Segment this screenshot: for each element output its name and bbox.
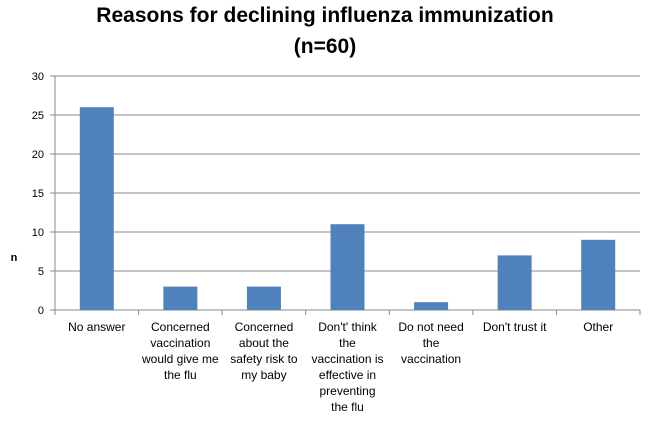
x-category-label-line: Concerned — [235, 320, 294, 334]
bar-4 — [414, 302, 449, 310]
bar-3 — [330, 224, 365, 310]
y-tick-label: 5 — [38, 266, 44, 278]
chart-title-line-2: (n=60) — [293, 35, 357, 58]
x-category-label-line: would give me — [141, 352, 219, 366]
bar-1 — [163, 286, 198, 310]
x-category-label: No answer — [68, 320, 125, 334]
x-category-label-line: the — [339, 336, 356, 350]
x-category-label-line: my baby — [241, 368, 286, 382]
x-category-label-line: No answer — [68, 320, 125, 334]
x-category-label: Concerned about the safety risk to my baby — [230, 320, 298, 382]
x-category-label-line: Other — [583, 320, 613, 334]
y-tick-label: 0 — [38, 305, 44, 317]
x-category-label-line: Concerned — [151, 320, 210, 334]
x-category-label-line: the flu — [164, 368, 197, 382]
bar-2 — [246, 286, 281, 310]
y-tick-label: 10 — [32, 227, 44, 239]
x-category-label: Other — [583, 320, 613, 334]
bar-5 — [497, 255, 532, 310]
x-category-label: Concerned vaccination would give me the flu — [141, 320, 219, 382]
y-tick-label: 25 — [32, 110, 44, 122]
x-category-label-line: preventing — [319, 384, 375, 398]
y-tick-label: 30 — [32, 71, 44, 83]
x-category-label-line: safety risk to — [230, 352, 298, 366]
bar-0 — [79, 107, 114, 310]
bar-6 — [581, 239, 616, 310]
x-category-label: Do not need the vaccination — [398, 320, 463, 366]
x-category-label-line: the — [423, 336, 440, 350]
x-category-label: Don't' think the vaccination is effective i… — [311, 320, 383, 414]
x-category-label-line: the flu — [331, 400, 364, 414]
x-category-label-line: Do not need — [398, 320, 463, 334]
x-category-label-line: vaccination — [150, 336, 210, 350]
x-category-label-line: about the — [239, 336, 289, 350]
x-category-label-line: Don't trust it — [483, 320, 547, 334]
y-tick-label: 20 — [32, 149, 44, 161]
x-category-label-line: effective in — [319, 368, 376, 382]
y-tick-label: 15 — [32, 188, 44, 200]
y-axis-title: n — [11, 252, 18, 264]
x-category-label-line: vaccination is — [311, 352, 383, 366]
chart-title-line-1: Reasons for declining influenza immuniza… — [96, 4, 554, 27]
x-category-label-line: Don't' think — [318, 320, 378, 334]
x-category-label-line: vaccination — [401, 352, 461, 366]
x-category-label: Don't trust it — [483, 320, 547, 334]
